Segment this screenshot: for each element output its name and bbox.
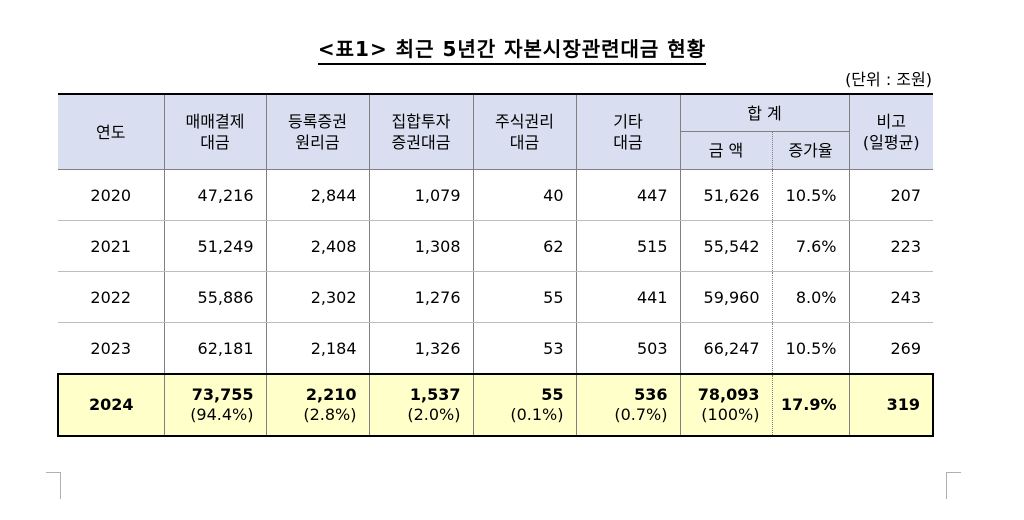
cell-settlement: 47,216	[163, 169, 267, 221]
header-settlement: 매매결제 대금	[163, 93, 267, 170]
header-stock-rights: 주식권리 대금	[472, 93, 577, 170]
cell-stock-rights: 62	[472, 220, 577, 272]
unit-label: (단위 : 조원)	[845, 70, 932, 89]
cell-note: 207	[848, 169, 933, 221]
cell-collective: 1,326	[368, 322, 474, 375]
cell-total: 59,960	[679, 271, 773, 323]
table-title: <표1> 최근 5년간 자본시장관련대금 현황	[0, 33, 1024, 65]
cell-other: 503	[575, 322, 681, 375]
cell-total: 51,626	[679, 169, 773, 221]
cell-stock-rights: 55	[472, 271, 577, 323]
table-row: 2023 62,181 2,184 1,326 53 503 66,247 10…	[58, 322, 933, 375]
cell-year: 2021	[58, 220, 165, 272]
table-row: 2021 51,249 2,408 1,308 62 515 55,542 7.…	[58, 220, 933, 272]
header-registered-securities: 등록증권 원리금	[265, 93, 370, 170]
cell-other: 441	[575, 271, 681, 323]
cell-note: 223	[848, 220, 933, 272]
cell-stock-rights: 55 (0.1%)	[472, 373, 577, 437]
cell-collective: 1,537 (2.0%)	[368, 373, 474, 437]
table-row: 2022 55,886 2,302 1,276 55 441 59,960 8.…	[58, 271, 933, 323]
cell-registered: 2,408	[265, 220, 370, 272]
cell-growth: 7.6%	[771, 220, 850, 272]
header-growth: 증가율	[771, 131, 850, 170]
cell-collective: 1,308	[368, 220, 474, 272]
cell-year: 2023	[58, 322, 165, 375]
cell-settlement: 55,886	[163, 271, 267, 323]
data-table: 연도 매매결제 대금 등록증권 원리금 집합투자 증권대금 주식권리 대금 기타 대금 합…	[57, 93, 934, 437]
table-row-latest: 2024 73,755 (94.4%) 2,210 (2.8%) 1,537 (2.0…	[57, 373, 934, 437]
cell-settlement: 73,755 (94.4%)	[163, 373, 267, 437]
cell-note: 243	[848, 271, 933, 323]
cell-other: 536 (0.7%)	[575, 373, 681, 437]
header-year: 연도	[58, 93, 165, 170]
cell-year: 2022	[58, 271, 165, 323]
cell-collective: 1,276	[368, 271, 474, 323]
table-row: 2020 47,216 2,844 1,079 40 447 51,626 10…	[58, 169, 933, 221]
cell-note: 319	[848, 373, 934, 437]
cell-growth: 8.0%	[771, 271, 850, 323]
cell-settlement: 62,181	[163, 322, 267, 375]
header-collective-investment: 집합투자 증권대금	[368, 93, 474, 170]
cell-registered: 2,844	[265, 169, 370, 221]
page-corner-mark	[46, 472, 61, 499]
cell-other: 515	[575, 220, 681, 272]
cell-registered: 2,210 (2.8%)	[265, 373, 370, 437]
cell-year: 2024	[57, 373, 165, 437]
cell-stock-rights: 40	[472, 169, 577, 221]
cell-total: 55,542	[679, 220, 773, 272]
cell-growth: 17.9%	[771, 373, 850, 437]
cell-note: 269	[848, 322, 933, 375]
cell-collective: 1,079	[368, 169, 474, 221]
cell-other: 447	[575, 169, 681, 221]
cell-settlement: 51,249	[163, 220, 267, 272]
cell-growth: 10.5%	[771, 322, 850, 375]
cell-year: 2020	[58, 169, 165, 221]
header-total-amount: 금 액	[679, 131, 773, 170]
cell-total: 78,093 (100%)	[679, 373, 773, 437]
cell-stock-rights: 53	[472, 322, 577, 375]
header-other: 기타 대금	[575, 93, 681, 170]
header-total-group: 합 계	[679, 93, 850, 132]
cell-registered: 2,302	[265, 271, 370, 323]
header-note: 비고 (일평균)	[848, 93, 933, 170]
cell-total: 66,247	[679, 322, 773, 375]
page-corner-mark	[946, 472, 961, 499]
cell-registered: 2,184	[265, 322, 370, 375]
cell-growth: 10.5%	[771, 169, 850, 221]
